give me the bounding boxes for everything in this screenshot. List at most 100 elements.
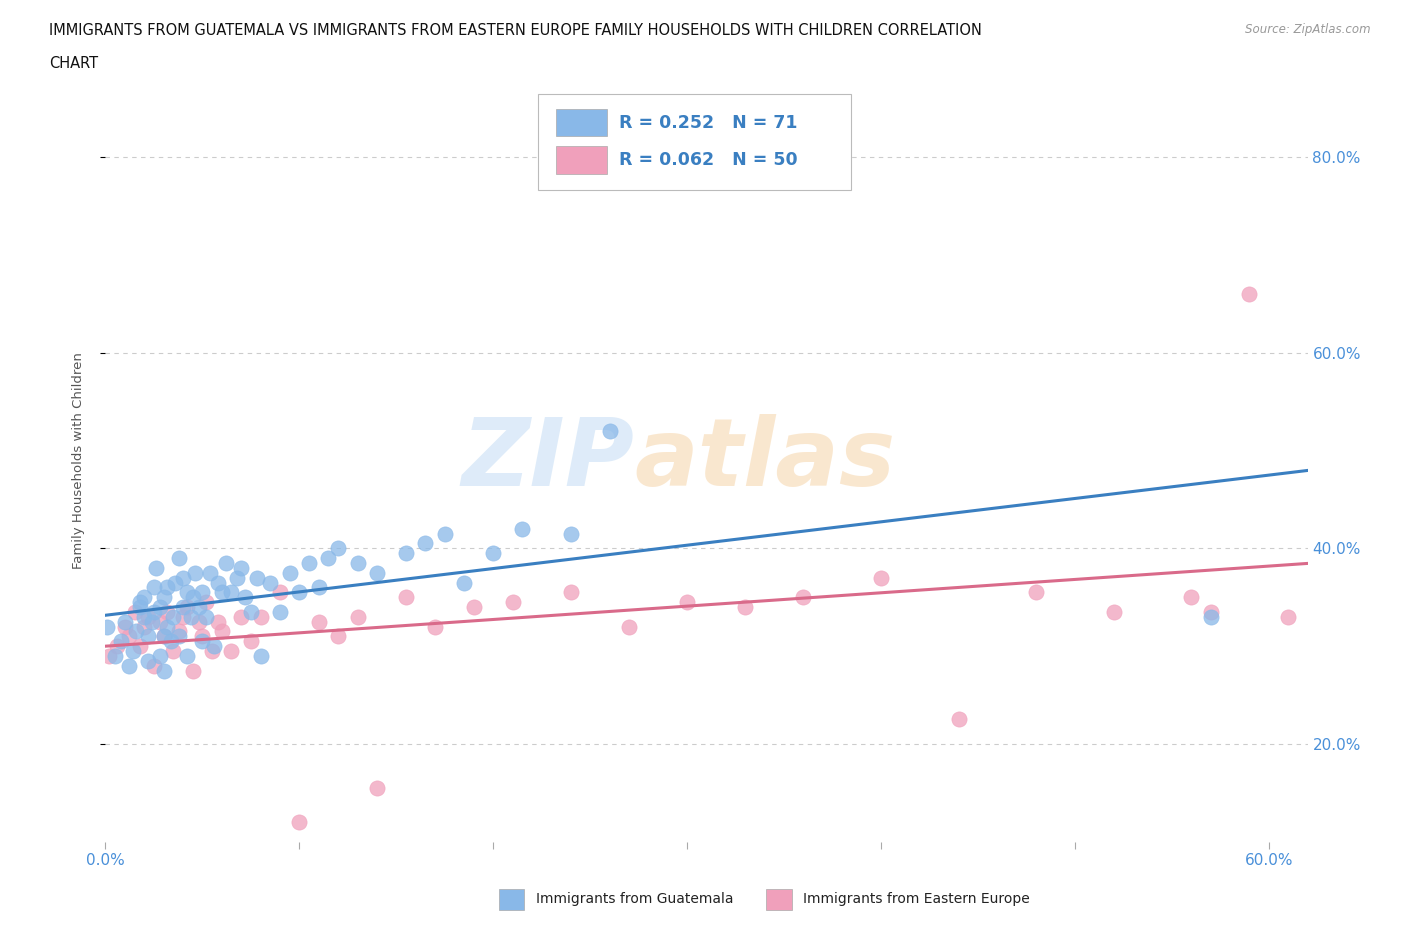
Point bbox=[145, 561, 167, 576]
Point bbox=[201, 644, 224, 658]
Point bbox=[98, 648, 121, 663]
Point bbox=[1102, 604, 1125, 619]
Point bbox=[124, 604, 146, 619]
Point bbox=[114, 619, 136, 634]
Point bbox=[129, 639, 152, 654]
Point bbox=[134, 590, 156, 604]
Y-axis label: Family Households with Children: Family Households with Children bbox=[72, 352, 84, 569]
Point bbox=[142, 658, 165, 673]
Point bbox=[172, 600, 194, 615]
Point bbox=[423, 619, 446, 634]
Point bbox=[181, 590, 204, 604]
Point bbox=[792, 590, 814, 604]
Point bbox=[191, 633, 214, 648]
Point bbox=[211, 585, 233, 600]
Point bbox=[366, 565, 388, 580]
Point bbox=[269, 585, 291, 600]
Point bbox=[415, 536, 437, 551]
Point bbox=[221, 644, 243, 658]
Point bbox=[214, 555, 236, 570]
Point bbox=[187, 600, 209, 615]
Text: R = 0.062   N = 50: R = 0.062 N = 50 bbox=[619, 151, 797, 169]
Point bbox=[136, 654, 159, 669]
Point bbox=[156, 619, 179, 634]
Point bbox=[510, 522, 533, 537]
FancyBboxPatch shape bbox=[557, 109, 607, 137]
Point bbox=[172, 609, 194, 624]
Point bbox=[221, 585, 243, 600]
Point bbox=[211, 624, 233, 639]
Point bbox=[118, 629, 141, 644]
Point bbox=[502, 594, 524, 609]
Text: atlas: atlas bbox=[634, 415, 896, 506]
Point bbox=[134, 619, 156, 634]
Point bbox=[191, 585, 214, 600]
Point bbox=[125, 624, 148, 639]
Point bbox=[239, 604, 262, 619]
Point bbox=[202, 639, 225, 654]
Point bbox=[96, 619, 118, 634]
Point bbox=[149, 600, 172, 615]
Point bbox=[104, 648, 127, 663]
Point bbox=[191, 629, 214, 644]
Point bbox=[288, 585, 311, 600]
Point bbox=[167, 624, 190, 639]
Point bbox=[366, 780, 388, 795]
Point bbox=[167, 551, 190, 565]
Text: ZIP: ZIP bbox=[461, 415, 634, 506]
Point bbox=[226, 570, 249, 585]
Point bbox=[308, 614, 330, 629]
Point bbox=[152, 663, 174, 678]
Point bbox=[599, 423, 621, 438]
Point bbox=[165, 575, 187, 590]
Point bbox=[207, 575, 229, 590]
Point bbox=[326, 541, 349, 556]
Point bbox=[180, 609, 202, 624]
Text: R = 0.252   N = 71: R = 0.252 N = 71 bbox=[619, 113, 797, 131]
Point bbox=[560, 526, 582, 541]
Point bbox=[395, 590, 418, 604]
Point bbox=[118, 658, 141, 673]
Point bbox=[278, 565, 301, 580]
Point bbox=[948, 712, 970, 727]
FancyBboxPatch shape bbox=[557, 146, 607, 174]
Point bbox=[231, 609, 253, 624]
Point bbox=[121, 644, 143, 658]
Point bbox=[249, 609, 271, 624]
Point bbox=[249, 648, 271, 663]
Point bbox=[298, 555, 321, 570]
Point bbox=[463, 600, 485, 615]
Point bbox=[1277, 609, 1299, 624]
Point bbox=[152, 629, 174, 644]
Point bbox=[176, 600, 198, 615]
Point bbox=[1180, 590, 1202, 604]
FancyBboxPatch shape bbox=[538, 94, 851, 190]
Point bbox=[176, 585, 198, 600]
Point bbox=[1199, 609, 1222, 624]
Point bbox=[239, 633, 262, 648]
Point bbox=[207, 614, 229, 629]
Text: Immigrants from Guatemala: Immigrants from Guatemala bbox=[536, 892, 733, 907]
Text: Source: ZipAtlas.com: Source: ZipAtlas.com bbox=[1246, 23, 1371, 36]
Point bbox=[142, 580, 165, 595]
Point bbox=[142, 604, 165, 619]
Point bbox=[233, 590, 256, 604]
Point bbox=[195, 609, 218, 624]
Point bbox=[187, 614, 209, 629]
Point bbox=[156, 604, 179, 619]
Point bbox=[183, 565, 205, 580]
Point bbox=[149, 614, 172, 629]
Point bbox=[114, 614, 136, 629]
Point bbox=[152, 590, 174, 604]
Text: Immigrants from Eastern Europe: Immigrants from Eastern Europe bbox=[803, 892, 1029, 907]
Point bbox=[1239, 286, 1261, 301]
Point bbox=[269, 604, 291, 619]
Point bbox=[152, 629, 174, 644]
Point bbox=[870, 570, 893, 585]
Point bbox=[453, 575, 475, 590]
Point bbox=[105, 639, 128, 654]
Point bbox=[195, 594, 218, 609]
Point bbox=[259, 575, 281, 590]
Point bbox=[162, 644, 184, 658]
Point bbox=[141, 614, 163, 629]
